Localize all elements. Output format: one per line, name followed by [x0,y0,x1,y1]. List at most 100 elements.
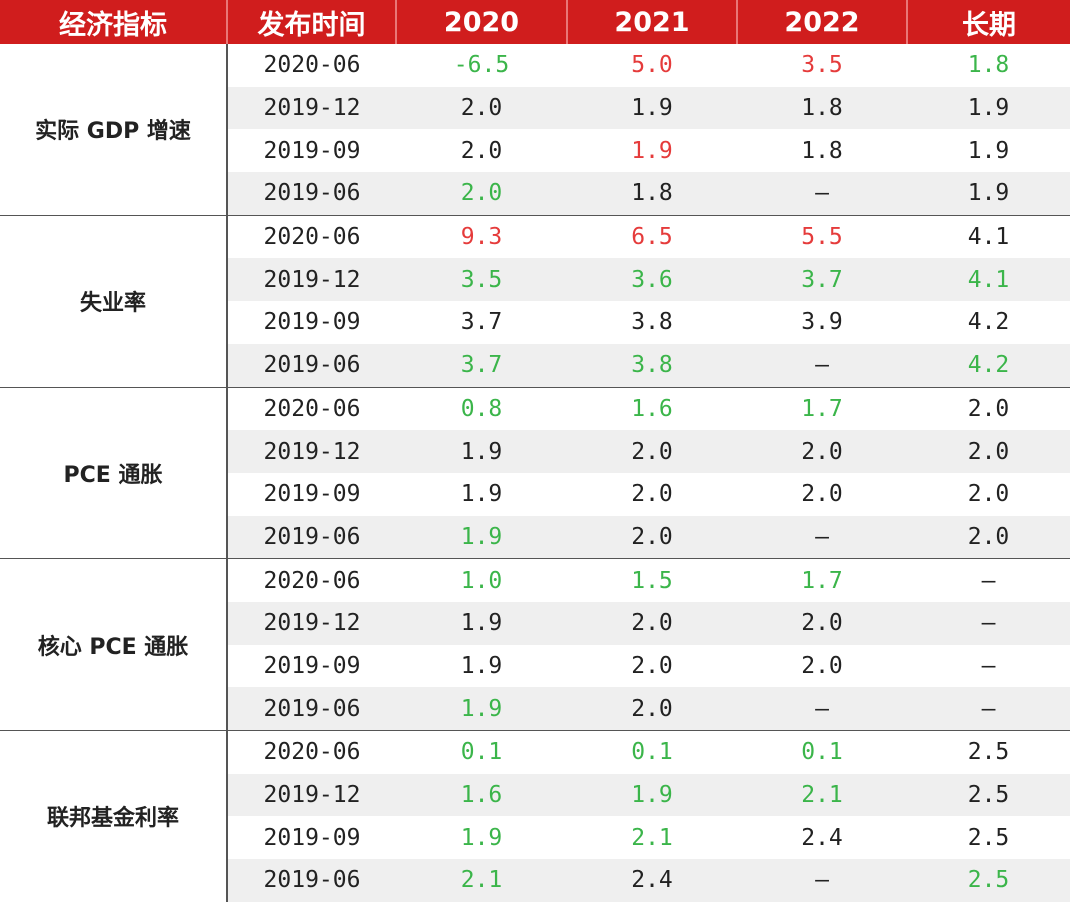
release-date: 2019-12 [227,430,396,473]
value-2020: 1.9 [396,816,567,860]
table-row: 2019-12 2.0 1.9 1.8 1.9 [0,86,1070,130]
value-2022: 0.1 [737,729,907,774]
table-row: 2019-09 3.7 3.8 3.9 4.2 [0,301,1070,344]
table-row: 联邦基金利率 2020-06 0.1 0.1 0.1 2.5 [0,729,1070,902]
value-long-run: – [907,601,1070,645]
release-date: 2019-09 [227,301,396,344]
release-date: 2019-06 [227,343,396,387]
value-2021: 2.0 [567,472,737,516]
table-row: 2019-09 2.0 1.9 1.8 1.9 [0,129,1070,173]
value-2020: 1.9 [396,430,567,473]
value-2022: 1.7 [737,558,907,602]
value-2022: – [737,859,907,902]
release-date: 2020-06 [227,558,396,602]
indicator-name: 核心 PCE 通胀 [0,558,228,731]
value-2021: 2.4 [567,859,737,902]
value-2021: 1.9 [567,773,737,817]
header-release-date: 发布时间 [226,0,396,44]
value-2022: 3.7 [737,258,907,302]
value-long-run: – [907,558,1070,602]
value-2020: -6.5 [396,44,567,87]
value-2021: 3.6 [567,258,737,302]
value-2021: 5.0 [567,44,737,87]
indicator-name: 失业率 [0,214,228,387]
release-date: 2020-06 [227,386,396,431]
value-2021: 6.5 [567,214,737,259]
value-2020: 3.7 [396,343,567,387]
header-long-run: 长期 [906,0,1070,44]
value-long-run: 2.5 [907,859,1070,902]
value-2022: 2.0 [737,644,907,688]
value-2021: 2.1 [567,816,737,860]
release-date: 2020-06 [227,214,396,259]
table-row: 失业率 2020-06 9.3 6.5 5.5 4.1 [0,214,1070,387]
value-2020: 1.9 [396,515,567,559]
value-2021: 2.0 [567,687,737,731]
value-2020: 0.8 [396,386,567,431]
table-row: 2019-12 3.5 3.6 3.7 4.1 [0,258,1070,302]
release-date: 2019-12 [227,601,396,645]
value-2022: 3.9 [737,301,907,344]
value-2020: 1.6 [396,773,567,817]
value-long-run: 1.9 [907,129,1070,173]
table-row: 2019-06 1.9 2.0– – [0,687,1070,731]
value-long-run: 2.0 [907,472,1070,516]
indicator-name: 联邦基金利率 [0,729,228,902]
value-2022: 3.5 [737,44,907,87]
value-2022: – [737,687,907,731]
value-2022: 1.7 [737,386,907,431]
table-row: 2019-06 3.7 3.8–4.2 [0,343,1070,387]
value-long-run: – [907,687,1070,731]
value-2022: 2.0 [737,472,907,516]
value-long-run: 1.8 [907,44,1070,87]
value-long-run: 2.5 [907,729,1070,774]
release-date: 2019-09 [227,816,396,860]
value-2022: 1.8 [737,86,907,130]
table-row: 实际 GDP 增速 2020-06 -6.5 5.0 3.5 1.8 [0,44,1070,216]
value-2021: 1.5 [567,558,737,602]
table-row: 2019-09 1.9 2.0 2.0– [0,644,1070,688]
table-row: 核心 PCE 通胀 2020-06 1.0 1.5 1.7– [0,558,1070,731]
value-2022: 2.4 [737,816,907,860]
value-2020: 3.5 [396,258,567,302]
value-long-run: – [907,644,1070,688]
value-2022: – [737,343,907,387]
value-long-run: 2.0 [907,430,1070,473]
value-long-run: 1.9 [907,172,1070,216]
value-2021: 2.0 [567,515,737,559]
release-date: 2019-06 [227,859,396,902]
table-body: 实际 GDP 增速 2020-06 -6.5 5.0 3.5 1.8 2019-12 2.0 1… [0,44,1070,902]
release-date: 2019-06 [227,687,396,731]
table-row: 2019-12 1.9 2.0 2.0– [0,601,1070,645]
release-date: 2020-06 [227,44,396,87]
value-2020: 1.9 [396,472,567,516]
value-long-run: 4.2 [907,343,1070,387]
value-long-run: 4.1 [907,214,1070,259]
release-date: 2019-12 [227,258,396,302]
value-2022: 2.0 [737,430,907,473]
release-date: 2019-12 [227,86,396,130]
table-row: 2019-06 2.0 1.8–1.9 [0,172,1070,216]
header-2020: 2020 [395,0,567,44]
release-date: 2019-09 [227,644,396,688]
release-date: 2020-06 [227,729,396,774]
value-2020: 9.3 [396,214,567,259]
value-2022: – [737,515,907,559]
value-2022: 2.1 [737,773,907,817]
value-long-run: 1.9 [907,86,1070,130]
table-row: 2019-09 1.9 2.1 2.4 2.5 [0,816,1070,860]
table-row: 2019-09 1.9 2.0 2.0 2.0 [0,472,1070,516]
value-2020: 2.0 [396,172,567,216]
value-2021: 1.9 [567,86,737,130]
value-2020: 3.7 [396,301,567,344]
value-2022: 2.0 [737,601,907,645]
value-2022: 1.8 [737,129,907,173]
value-long-run: 2.5 [907,816,1070,860]
value-2021: 2.0 [567,601,737,645]
release-date: 2019-09 [227,129,396,173]
table-row: PCE 通胀 2020-06 0.8 1.6 1.7 2.0 [0,386,1070,559]
value-2020: 0.1 [396,729,567,774]
value-2021: 1.9 [567,129,737,173]
value-2021: 3.8 [567,301,737,344]
